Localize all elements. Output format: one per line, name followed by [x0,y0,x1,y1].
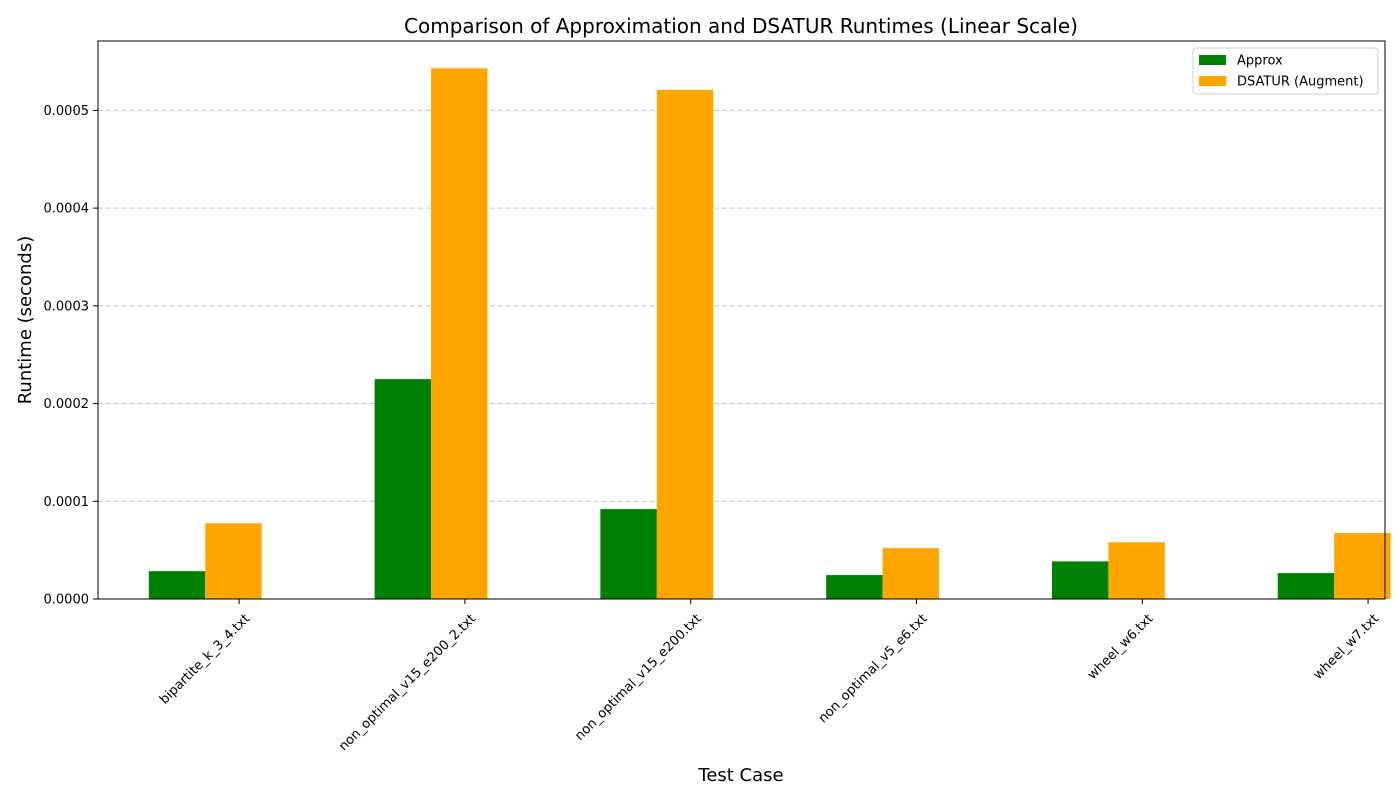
bar-approx [1277,573,1335,599]
legend-label: Approx [1237,54,1283,69]
x-tick-label: wheel_w6.txt [1085,611,1156,682]
legend-swatch [1199,55,1226,65]
y-tick-label: 0.0003 [44,299,90,314]
bar-dsatur [656,89,714,600]
y-tick-label: 0.0000 [44,593,90,608]
y-axis-label: Runtime (seconds) [15,236,36,405]
bar-approx [600,509,657,599]
axes [97,40,1386,600]
y-tick-label: 0.0004 [44,202,90,217]
bar-approx [826,575,883,599]
x-tick-label: wheel_w7.txt [1311,611,1382,682]
x-tick-label: non_optimal_v5_e6.txt [816,611,931,726]
x-tick-label: bipartite_k_3_4.txt [157,611,253,707]
legend-frame [1192,47,1379,95]
grid-lines [98,109,1385,502]
plot-frame [97,40,1386,600]
bar-approx [148,571,206,599]
x-tick-label: non_optimal_v15_e200.txt [572,611,704,743]
legend-label: DSATUR (Augment) [1237,75,1364,90]
x-axis-label: Test Case [697,765,783,786]
bar-dsatur [1334,533,1391,599]
x-axis-ticks: bipartite_k_3_4.txt non_optimal_v15_e200_… [157,599,1382,754]
y-tick-label: 0.0005 [44,104,90,119]
y-tick-label: 0.0002 [44,397,90,412]
y-tick-label: 0.0001 [44,495,90,510]
bar-dsatur [205,523,262,599]
bar-dsatur [431,68,488,599]
bar-approx [1051,561,1109,599]
chart-title: Comparison of Approximation and DSATUR R… [404,14,1078,38]
bar-dsatur [882,548,940,599]
legend-swatch [1199,76,1226,86]
x-tick-label: non_optimal_v15_e200_2.txt [336,611,479,754]
y-axis-ticks: 0.0000 0.0001 0.0002 0.0003 0.0004 0.0005 [44,104,98,608]
bar-approx [374,379,432,599]
bar-dsatur [1108,542,1165,599]
legend: Approx DSATUR (Augment) [1192,47,1379,95]
bars [148,68,1391,600]
